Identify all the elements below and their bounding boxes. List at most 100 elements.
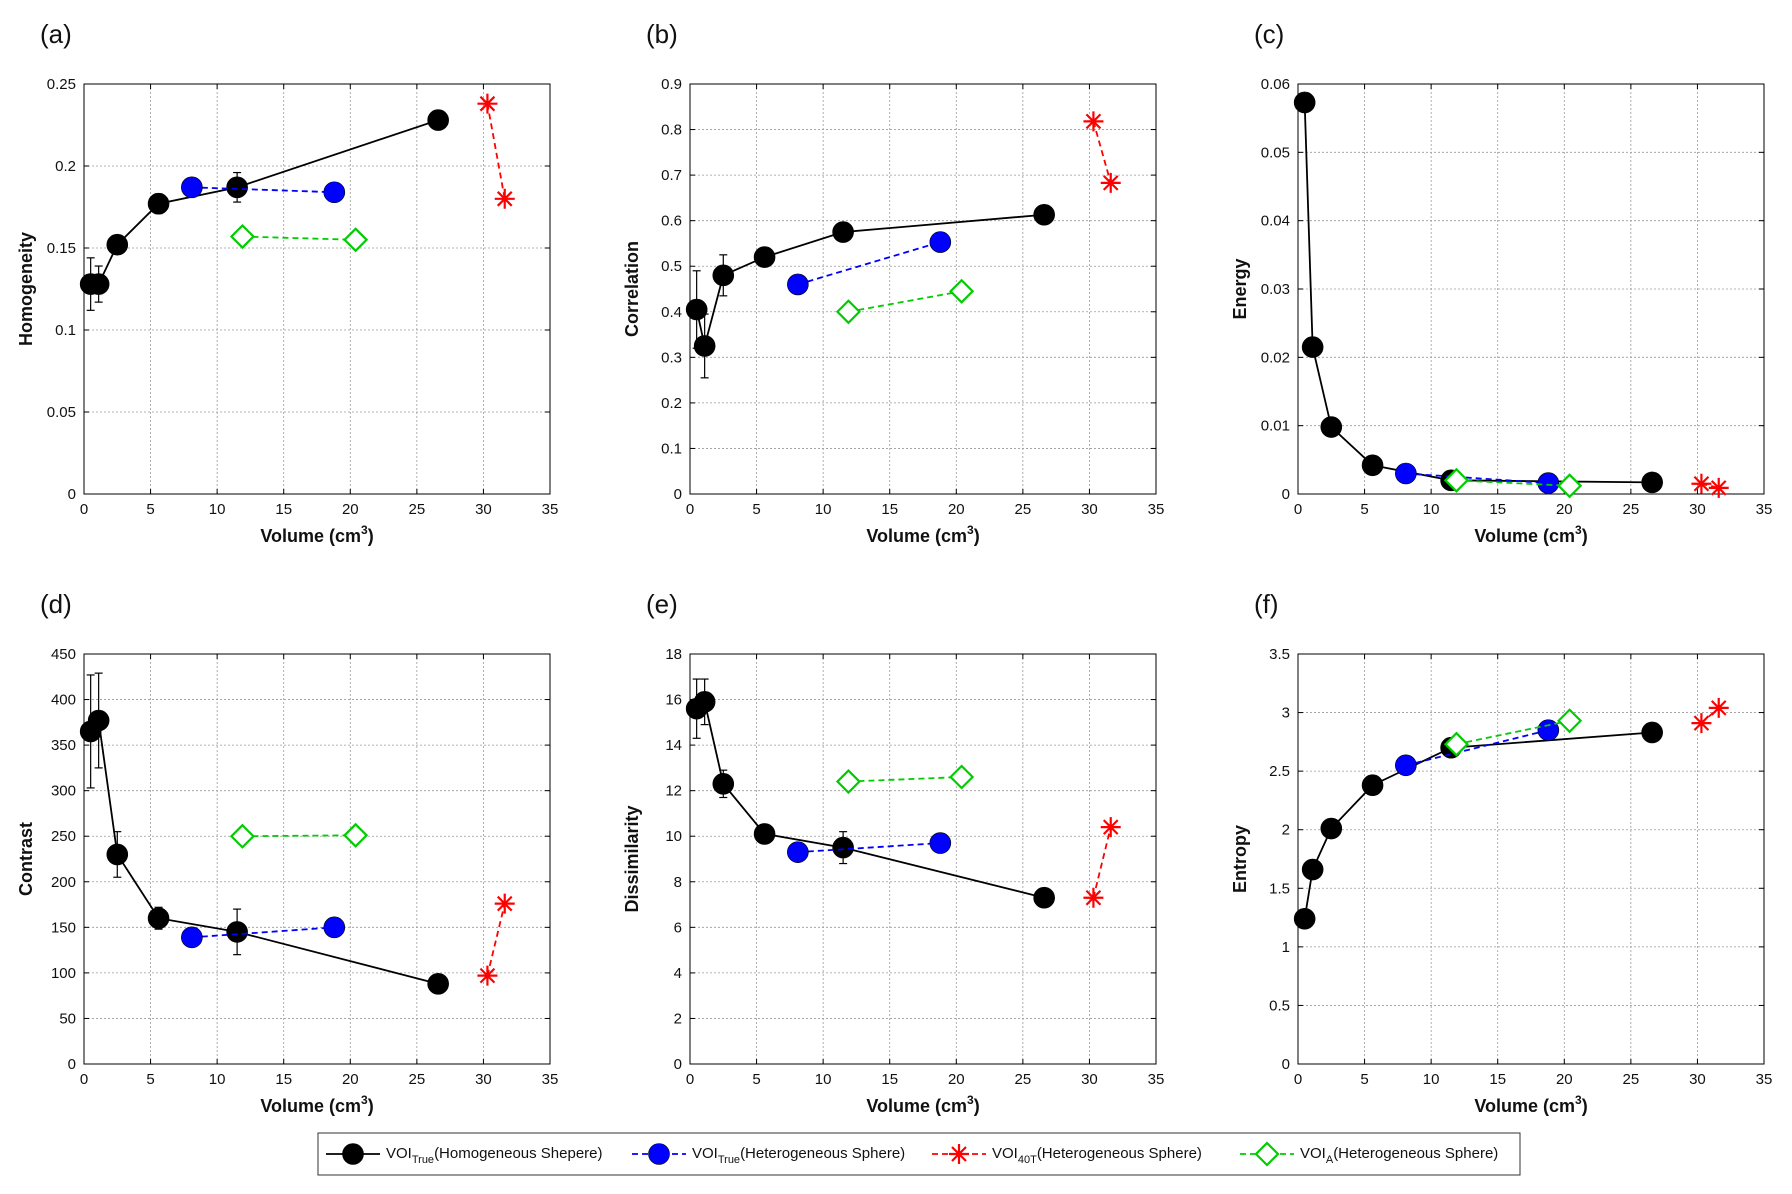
- x-axis-label-sup: 3: [1575, 523, 1582, 537]
- series-2: [477, 893, 515, 986]
- plot-area: [84, 654, 550, 1064]
- x-tick-label: 35: [1756, 501, 1773, 518]
- panel-label: (f): [1254, 589, 1279, 619]
- legend-label-sub: True: [412, 1154, 434, 1166]
- panel-label: (d): [40, 589, 72, 619]
- legend: VOITrue(Homogeneous Shepere) VOITrue(Hete…: [317, 1132, 1521, 1176]
- y-tick-label: 0: [1282, 1056, 1290, 1073]
- chart-panel-3: 0 5 10 15 20 25 30 3505010015020025030035040045…: [16, 589, 558, 1116]
- x-tick-label: 35: [1756, 1071, 1773, 1088]
- x-tick-label: 30: [475, 1071, 492, 1088]
- data-point: [1641, 721, 1663, 744]
- y-tick-label: 150: [51, 919, 76, 936]
- series-line: [486, 103, 506, 199]
- x-tick-label: 20: [948, 501, 965, 518]
- y-tick-label: 300: [51, 783, 76, 800]
- x-tick-label: 10: [815, 1071, 832, 1088]
- x-axis-label: Volume (cm3): [260, 523, 373, 546]
- data-point: [229, 223, 255, 250]
- data-point: [1293, 91, 1316, 114]
- data-point: [787, 841, 809, 863]
- x-tick-label: 10: [1423, 501, 1440, 518]
- x-tick-label: 5: [146, 1071, 154, 1088]
- data-point: [343, 227, 369, 253]
- data-point: [1083, 111, 1104, 132]
- data-point: [323, 916, 346, 939]
- data-point: [835, 299, 861, 325]
- data-point: [1100, 817, 1121, 838]
- data-point: [226, 921, 248, 943]
- y-tick-label: 10: [665, 828, 682, 845]
- series-0: [79, 672, 449, 995]
- data-point: [1537, 719, 1560, 741]
- x-axis-label: Volume (cm3): [866, 523, 979, 546]
- y-tick-label: 0.15: [47, 240, 76, 257]
- y-axis-label: Energy: [1230, 258, 1250, 319]
- x-axis-label-sup: 3: [361, 523, 368, 537]
- series-2: [477, 93, 515, 209]
- x-tick-label: 0: [1294, 501, 1302, 518]
- y-tick-label: 0.05: [47, 404, 76, 421]
- y-tick-label: 12: [665, 783, 682, 800]
- axes-frame: [1297, 653, 1765, 1065]
- x-tick-label: 30: [1081, 1071, 1098, 1088]
- y-tick-label: 0.4: [661, 304, 682, 321]
- x-axis-label-main: Volume (cm: [1474, 526, 1575, 546]
- legend-label-suffix: (Heterogeneous Sphere): [1333, 1145, 1498, 1162]
- chart-panel-5: 0 5 10 15 20 25 30 35 0 0.5 1 1.5 2 2.5 3 3.5 (f) Entropy…: [1230, 589, 1772, 1116]
- y-tick-label: 0.06: [1261, 76, 1290, 93]
- y-tick-label: 400: [51, 692, 76, 709]
- y-tick-label: 8: [674, 874, 682, 891]
- legend-label-prefix: VOI: [992, 1145, 1018, 1162]
- x-tick-label: 0: [686, 1071, 694, 1088]
- x-axis-label-end: ): [1582, 1096, 1588, 1116]
- panel-label: (c): [1254, 19, 1284, 49]
- x-tick-label: 25: [1015, 501, 1032, 518]
- legend-label-prefix: VOI: [692, 1145, 718, 1162]
- axes-frame: [83, 653, 551, 1065]
- series-3: [1443, 467, 1583, 499]
- data-point: [1443, 731, 1469, 757]
- series-line: [191, 186, 335, 194]
- data-point: [949, 764, 975, 790]
- y-tick-label: 0.2: [661, 395, 682, 412]
- y-axis-label: Homogeneity: [16, 232, 36, 346]
- data-point: [343, 822, 369, 848]
- y-tick-label: 0.5: [661, 258, 682, 275]
- data-point: [693, 335, 716, 357]
- y-tick-label: 0: [1282, 486, 1290, 503]
- y-tick-label: 0.02: [1261, 349, 1290, 366]
- data-point: [1320, 817, 1343, 840]
- legend-entry-0: VOITrue(Homogeneous Shepere): [326, 1143, 603, 1166]
- chart-panel-1: 0 5 10 15 20 25 30 35 0 0.1 0.2 0.3 0.4 0.5 0.6 0.7 0.8 0…: [622, 19, 1164, 546]
- data-point: [1557, 708, 1583, 734]
- x-axis-label-main: Volume (cm: [866, 1096, 967, 1116]
- chart-panel-0: 0 5 10 15 20 25 30 35 0 0.05 0.1 0.15 0.2 0.25 (a) Homo…: [16, 19, 558, 546]
- series-3: [835, 278, 975, 325]
- x-tick-label: 35: [1148, 501, 1165, 518]
- y-tick-label: 2: [1282, 822, 1290, 839]
- y-tick-label: 3.5: [1269, 646, 1290, 663]
- series-0: [685, 678, 1055, 909]
- legend-label: VOIA(Heterogeneous Sphere): [1300, 1145, 1498, 1166]
- legend-marker: [949, 1144, 969, 1164]
- x-tick-label: 20: [342, 501, 359, 518]
- y-tick-label: 1.5: [1269, 880, 1290, 897]
- legend-label: VOITrue(Heterogeneous Sphere): [692, 1145, 905, 1166]
- x-tick-label: 35: [542, 501, 559, 518]
- y-tick-label: 0.5: [1269, 997, 1290, 1014]
- data-point: [1691, 713, 1712, 734]
- x-tick-label: 15: [881, 1071, 898, 1088]
- y-tick-label: 0: [674, 486, 682, 503]
- y-tick-label: 0.05: [1261, 144, 1290, 161]
- data-point: [1033, 886, 1055, 909]
- data-point: [835, 768, 861, 795]
- data-point: [226, 176, 248, 199]
- x-tick-label: 15: [275, 1071, 292, 1088]
- legend-entry-1: VOITrue(Heterogeneous Sphere): [632, 1143, 905, 1166]
- data-point: [87, 273, 110, 295]
- legend-label-suffix: (Homogeneous Shepere): [434, 1145, 602, 1162]
- x-tick-label: 5: [752, 501, 760, 518]
- data-point: [1361, 454, 1384, 477]
- chart-panel-4: 0 5 10 15 20 25 30 35 0 2 4 6 8 10 12 14 16 18 (e) Dissimil…: [622, 589, 1164, 1116]
